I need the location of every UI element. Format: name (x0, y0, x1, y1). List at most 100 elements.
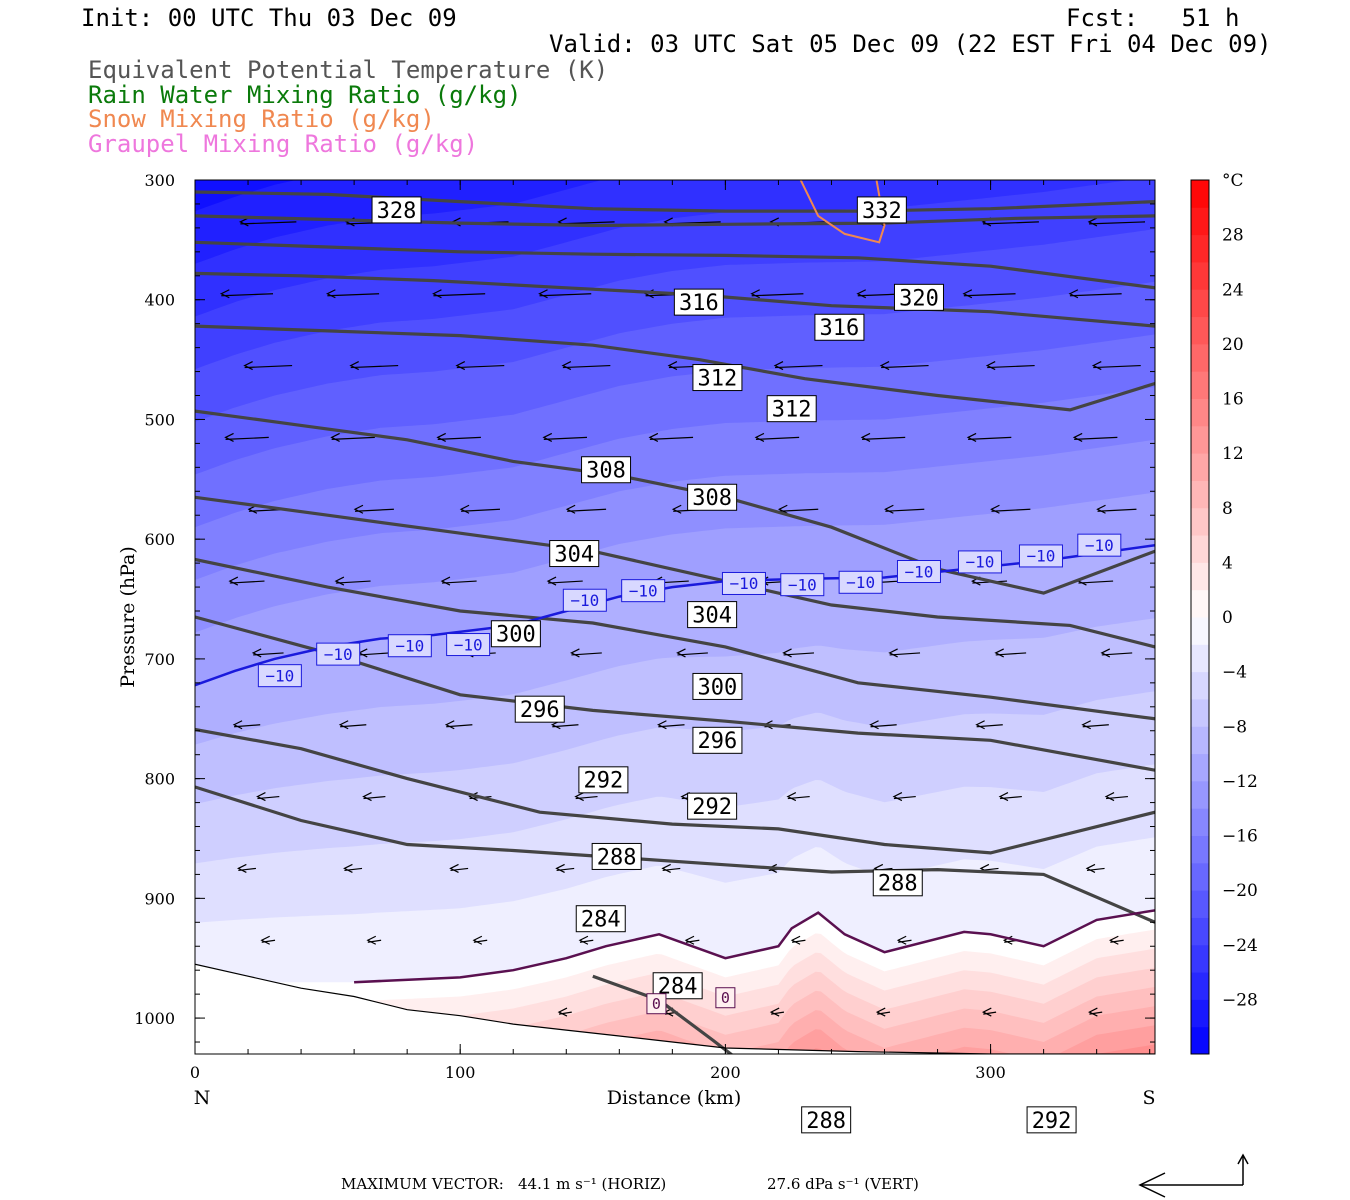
svg-text:308: 308 (586, 459, 626, 484)
x-tick-label: 300 (975, 1063, 1006, 1082)
colorbar-tick-label: −20 (1222, 881, 1258, 901)
contour-label: 288 (872, 869, 923, 897)
wind-vector (786, 792, 810, 802)
colorbar-swatch (1191, 999, 1209, 1028)
shade-band (566, 1006, 1155, 1054)
svg-text:292: 292 (584, 769, 624, 794)
theta-e-contour (195, 190, 1155, 213)
wind-vector (557, 1007, 572, 1017)
colorbar-swatch (1191, 589, 1209, 618)
wind-vector (555, 863, 575, 873)
wind-vector (769, 1007, 785, 1017)
wind-vector (884, 504, 925, 514)
wind-vector (338, 720, 367, 730)
isotherm-label: −10 (446, 633, 491, 657)
plot-frame (194, 179, 1156, 1055)
wind-vector (875, 1007, 891, 1017)
shade-band (805, 1044, 1155, 1054)
wind-vector (256, 792, 280, 802)
wind-vector (869, 720, 897, 730)
wind-vector (444, 720, 473, 730)
contour-label: 320 (893, 283, 944, 311)
wind-vector (1091, 361, 1141, 371)
y-tick-label: 300 (144, 171, 175, 190)
wind-vector (684, 935, 700, 945)
wind-vector (896, 935, 912, 945)
colorbar-swatch (1191, 207, 1209, 236)
wind-vector (243, 361, 293, 371)
wind-vector (570, 648, 602, 658)
wind-vector (578, 935, 594, 945)
wind-vector (773, 361, 823, 371)
svg-text:300: 300 (698, 675, 738, 700)
colorbar-swatch (1191, 862, 1209, 891)
svg-text:312: 312 (772, 398, 812, 423)
colorbar-swatch (1191, 617, 1209, 645)
forecast-hour: Fcst: 51 h (1066, 4, 1240, 32)
x-tick-label: 100 (445, 1063, 476, 1082)
wind-vector (1081, 720, 1109, 730)
svg-text:316: 316 (679, 291, 719, 316)
colorbar-swatch (1191, 343, 1209, 372)
wind-vector (472, 935, 488, 945)
contour-label: 332 (856, 196, 907, 224)
terrain-fill (195, 964, 1155, 1054)
wind-vector (260, 935, 276, 945)
colorbar-tick-label: 24 (1222, 280, 1244, 300)
svg-text:−10: −10 (570, 591, 599, 610)
colorbar-tick-label: 20 (1222, 335, 1244, 355)
wind-vector (966, 432, 1012, 442)
wind-vector (542, 432, 588, 442)
wind-vector (985, 361, 1035, 371)
colorbar-swatch (1191, 425, 1209, 454)
isotherm-label: −10 (721, 571, 766, 595)
theta-e-contour (195, 785, 1155, 924)
wind-vector (219, 289, 274, 299)
theta-e-contour (195, 409, 1155, 595)
wind-vector (574, 792, 598, 802)
contour-label: 312 (766, 395, 817, 423)
wind-vector (239, 217, 297, 227)
wind-vector (750, 289, 804, 299)
wind-vector (998, 792, 1022, 802)
isotherm-label: −10 (387, 634, 432, 658)
y-tick-label: 400 (144, 291, 175, 310)
colorbar-swatch (1191, 289, 1209, 318)
wind-vector (366, 935, 382, 945)
svg-text:−10: −10 (1085, 536, 1114, 555)
svg-text:−10: −10 (629, 581, 658, 600)
legend-theta-e: Equivalent Potential Temperature (K) (88, 56, 609, 84)
wind-vector (362, 792, 386, 802)
colorbar-tick-label: −24 (1222, 936, 1258, 956)
colorbar-tick-label: 0 (1222, 608, 1233, 628)
colorbar-tick-label: −28 (1222, 990, 1258, 1010)
colorbar-frame (1190, 179, 1210, 1055)
svg-text:−10: −10 (324, 645, 353, 664)
colorbar-swatch (1191, 644, 1209, 673)
colorbar-swatch (1191, 890, 1209, 918)
x-right-end-label: S (1142, 1087, 1155, 1109)
svg-text:308: 308 (692, 486, 732, 511)
contour-label: 308 (581, 456, 632, 484)
colorbar-swatch (1191, 780, 1209, 809)
colorbar-tick-label: 28 (1222, 226, 1244, 246)
wind-vector (994, 648, 1027, 658)
svg-text:288: 288 (878, 872, 918, 897)
colorbar-swatch (1191, 234, 1209, 263)
wind-vector (1100, 648, 1133, 658)
colorbar-swatch (1191, 698, 1209, 727)
wind-vector (353, 504, 394, 514)
wind-vector (860, 432, 906, 442)
wind-vector (232, 720, 261, 730)
wind-vector (1108, 935, 1124, 945)
vector-key (1138, 1153, 1249, 1198)
svg-text:−10: −10 (265, 666, 294, 685)
wind-vector (1085, 863, 1105, 873)
colorbar-tick-label: −16 (1222, 827, 1258, 847)
wind-vector (334, 576, 371, 586)
svg-text:−10: −10 (454, 635, 483, 654)
wind-vector (676, 648, 708, 658)
contour-label: 304 (687, 601, 738, 629)
svg-text:−10: −10 (729, 574, 758, 593)
wind-vector (459, 504, 501, 514)
